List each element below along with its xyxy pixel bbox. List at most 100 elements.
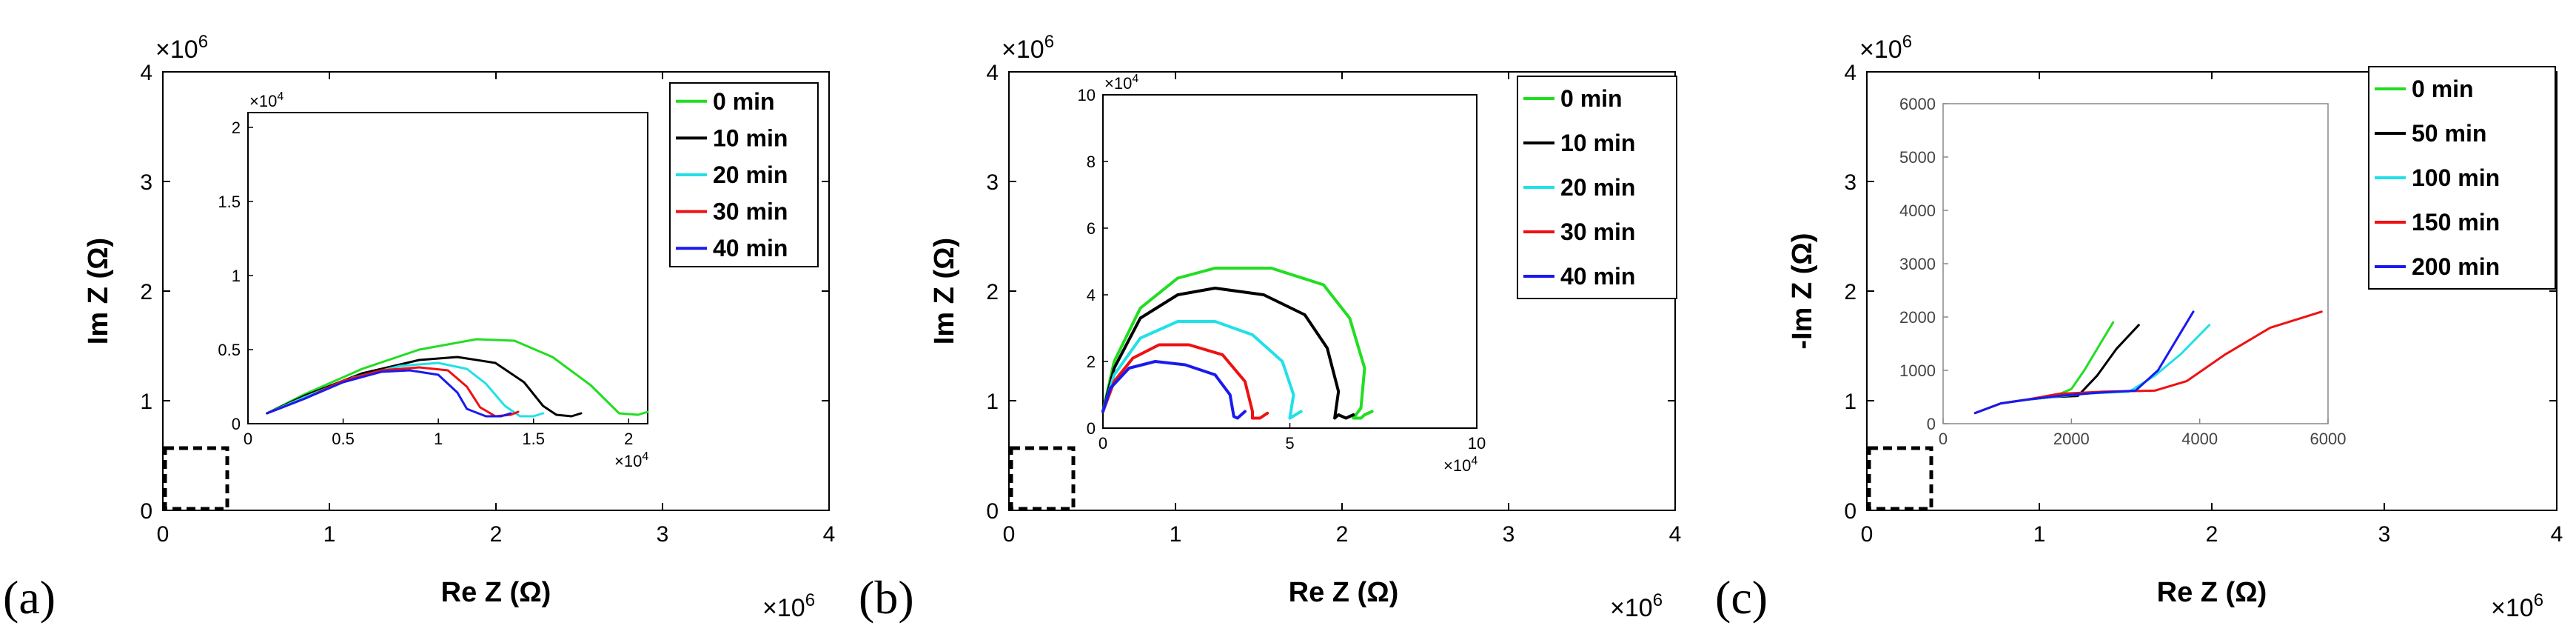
y-tick-label: 0 (140, 499, 152, 524)
inset-plot: 0 2000 4000 6000 0 1000 2000 3000 4000 5000 6000 (1899, 95, 2346, 448)
legend-entry-label: 0 min (713, 88, 775, 115)
x-tick-label: 0 (157, 522, 170, 547)
y-tick-label: 2 (140, 280, 152, 304)
inset-y-tick-label: 10 (1078, 86, 1096, 104)
inset-frame (1942, 103, 2329, 424)
x-axis-multiplier: ×106 (1610, 590, 1663, 622)
x-tick-label: 2 (490, 522, 503, 547)
x-tick-label: 3 (1503, 522, 1515, 547)
inset-series-line (266, 338, 649, 416)
inset-x-tick-label: 2 (624, 430, 633, 448)
inset-y-tick-label: 0 (1927, 415, 1936, 433)
inset-plot: 0 5 10 0 2 4 6 8 10 ×104 ×104 (1078, 73, 1486, 475)
x-tick-label: 1 (323, 522, 336, 547)
x-axis-title: Re Z (Ω) (1289, 577, 1399, 608)
x-tick-label: 0 (1861, 522, 1874, 547)
y-tick-label: 2 (986, 280, 999, 304)
inset-series-line (1101, 320, 1303, 420)
y-axis-title: Im Z (Ω) (929, 238, 960, 344)
x-tick-label: 4 (1669, 522, 1682, 547)
legend-entry-label: 30 min (713, 199, 788, 225)
panel-b: (b) 0 1 2 3 4 0 1 2 3 4 Re Z (Ω) Im Z (Ω) ×106 ×106 0 5 1… (859, 32, 1681, 624)
inset-y-multiplier: ×104 (1104, 73, 1138, 93)
inset-frame (1102, 94, 1477, 429)
y-axis-multiplier: ×106 (1002, 32, 1054, 64)
inset-y-multiplier: ×104 (249, 90, 284, 110)
zoom-region-box (163, 446, 229, 511)
inset-x-tick-label: 1 (434, 430, 443, 448)
inset-y-tick-label: 1000 (1899, 361, 1936, 380)
inset-plot: 0 0.5 1 1.5 2 0 0.5 1 1.5 2 ×104 ×104 (218, 90, 649, 470)
zoom-region-box (1867, 446, 1933, 511)
inset-y-tick-label: 1 (232, 267, 241, 285)
x-tick-label: 2 (2206, 522, 2218, 547)
inset-frame (247, 112, 648, 424)
inset-y-tick-label: 5000 (1899, 148, 1936, 167)
x-tick-label: 0 (1003, 522, 1016, 547)
inset-x-tick-label: 4000 (2181, 430, 2218, 448)
legend-entry-label: 200 min (2412, 253, 2500, 280)
y-axis-title: Im Z (Ω) (83, 238, 114, 344)
x-tick-label: 2 (1336, 522, 1349, 547)
inset-series-line (1101, 287, 1355, 420)
legend-entry-label: 20 min (713, 161, 788, 188)
inset-y-tick-label: 2 (232, 119, 241, 137)
inset-y-tick-label: 6 (1087, 219, 1096, 238)
x-tick-label: 1 (1170, 522, 1182, 547)
x-tick-label: 4 (2551, 522, 2563, 547)
inset-y-tick-label: 4000 (1899, 201, 1936, 220)
legend-entry-label: 40 min (713, 235, 788, 261)
panel-label: (a) (3, 571, 56, 624)
x-axis-title: Re Z (Ω) (2157, 577, 2267, 608)
inset-y-tick-label: 2000 (1899, 308, 1936, 327)
legend-entry-label: 30 min (1560, 219, 1635, 245)
legend: 0 min 50 min 100 min 150 min 200 min (2368, 66, 2556, 290)
legend-entry-label: 20 min (1560, 174, 1635, 201)
legend-entry-label: 150 min (2412, 209, 2500, 236)
y-tick-label: 4 (986, 61, 999, 85)
inset-y-tick-label: 8 (1087, 153, 1096, 171)
y-tick-label: 0 (1844, 499, 1856, 524)
y-tick-label: 3 (986, 170, 999, 195)
legend: 0 min 10 min 20 min 30 min 40 min (1517, 76, 1677, 299)
inset-series-line (1101, 343, 1269, 420)
x-tick-label: 3 (657, 522, 669, 547)
inset-y-tick-label: 6000 (1899, 95, 1936, 113)
inset-x-tick-label: 5 (1285, 434, 1294, 453)
panel-a: (a) 0 1 2 3 4 0 1 2 3 4 Re Z (Ω) Im Z (Ω) ×106 ×106 0 0.… (3, 32, 835, 624)
y-tick-label: 4 (1844, 61, 1856, 85)
inset-y-tick-label: 0 (1087, 419, 1096, 438)
zoom-region-box (1009, 446, 1076, 511)
legend-entry-label: 0 min (2412, 76, 2474, 102)
inset-x-multiplier: ×104 (1443, 455, 1477, 475)
legend: 0 min 10 min 20 min 30 min 40 min (669, 82, 819, 267)
inset-y-tick-label: 0.5 (218, 341, 241, 359)
inset-x-tick-label: 0 (1099, 434, 1107, 453)
inset-y-tick-label: 3000 (1899, 255, 1936, 273)
inset-y-tick-label: 1.5 (218, 193, 241, 211)
inset-series-line (1973, 310, 2195, 415)
y-tick-label: 0 (986, 499, 999, 524)
inset-y-tick-label: 4 (1087, 286, 1096, 304)
inset-x-tick-label: 2000 (2053, 430, 2090, 448)
x-axis-title: Re Z (Ω) (441, 577, 551, 608)
y-tick-label: 4 (140, 61, 152, 85)
y-axis-multiplier: ×106 (155, 32, 208, 64)
x-axis-multiplier: ×106 (2491, 590, 2543, 622)
x-tick-label: 4 (823, 522, 836, 547)
inset-x-tick-label: 0.5 (332, 430, 355, 448)
inset-series-line (266, 369, 512, 418)
x-axis-multiplier: ×106 (762, 590, 815, 622)
y-axis-title: -Im Z (Ω) (1787, 233, 1818, 349)
y-tick-label: 1 (140, 390, 152, 414)
y-tick-label: 1 (1844, 390, 1856, 414)
inset-x-tick-label: 1.5 (522, 430, 545, 448)
panel-label: (c) (1715, 571, 1768, 624)
inset-x-tick-label: 6000 (2310, 430, 2347, 448)
inset-y-tick-label: 2 (1087, 353, 1096, 371)
inset-x-multiplier: ×104 (614, 450, 648, 470)
y-tick-label: 1 (986, 390, 999, 414)
legend-entry-label: 0 min (1560, 85, 1623, 112)
legend-entry-label: 10 min (713, 124, 788, 151)
